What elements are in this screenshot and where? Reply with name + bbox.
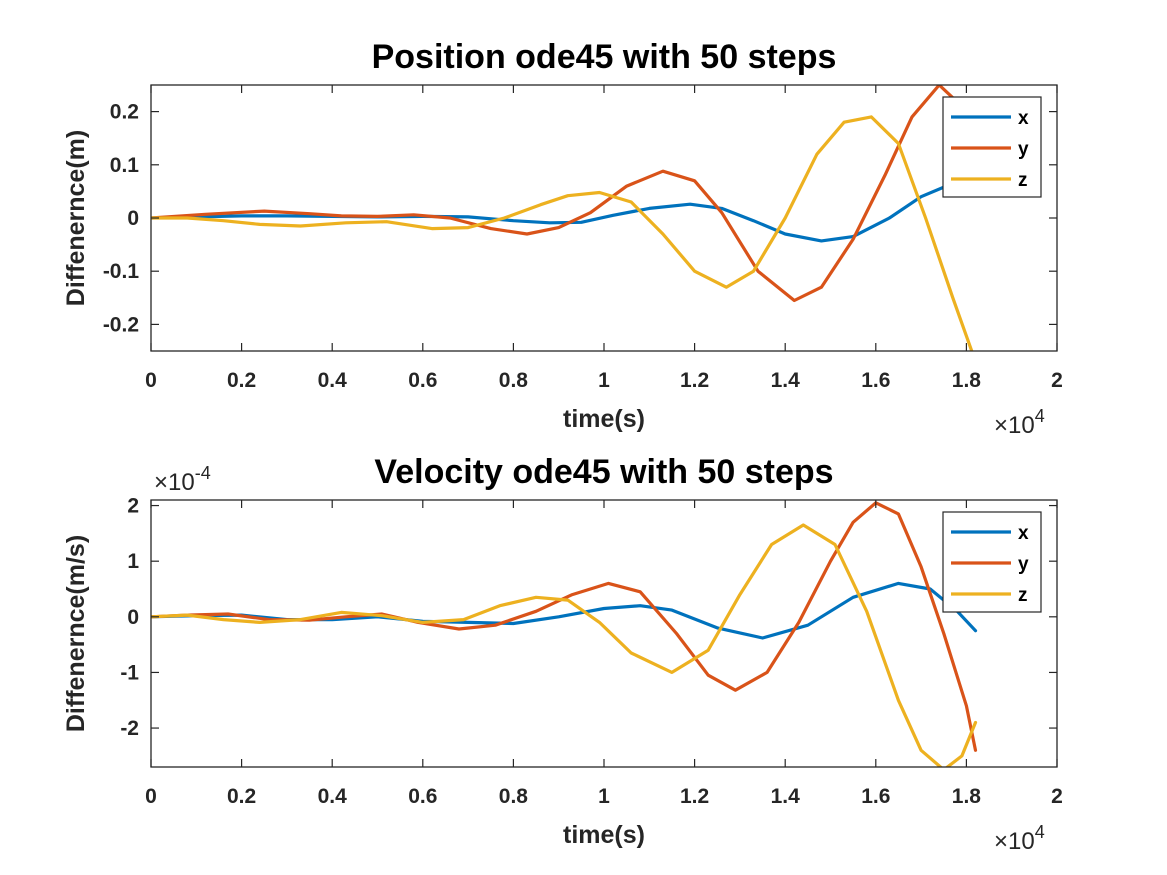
x-tick-label: 0.6	[408, 369, 437, 392]
series-line-x	[151, 581, 978, 640]
x-tick-label: 1	[598, 785, 610, 808]
x-tick-label: 0.8	[499, 785, 529, 808]
axes-box	[150, 499, 1058, 768]
series-line-y	[151, 501, 978, 752]
legend: xyz	[942, 511, 1042, 613]
y-tick-label: 0	[127, 606, 139, 629]
x-tick-label: 1.4	[771, 785, 801, 808]
y-tick-label: 2	[127, 495, 139, 518]
x-tick-label: 1.4	[771, 369, 801, 392]
legend-label-z: z	[1018, 585, 1028, 606]
x-tick-label: 1	[598, 369, 610, 392]
chart-panel-2: 0 0.2 0.4 0.6 0.8 1 1.2 1.4 1.6 1.8 2 -2 -1 0 1 2 Veloci…	[62, 453, 1063, 855]
y-axis-label: Diffenernce(m/s)	[62, 535, 90, 732]
y-tick-label: 1	[127, 550, 139, 573]
x-tick-label: 0.6	[408, 785, 437, 808]
x-tick-label: 0	[145, 369, 157, 392]
x-tick-label: 0.4	[318, 785, 348, 808]
y-axis-multiplier: ×10-4	[154, 463, 211, 496]
series-line-x	[151, 173, 978, 243]
series-line-z	[151, 523, 978, 767]
x-tick-label: 1.6	[861, 785, 890, 808]
x-tick-label: 0.4	[318, 369, 348, 392]
y-axis-label: Diffenernce(m)	[62, 130, 90, 306]
legend-label-y: y	[1018, 554, 1029, 575]
x-axis-multiplier: ×104	[994, 822, 1045, 855]
x-tick-label: 0	[145, 785, 157, 808]
x-tick-label: 1.2	[680, 785, 709, 808]
chart-panel-1: 0 0.2 0.4 0.6 0.8 1 1.2 1.4 1.6 1.8 2 -0.2 -0.1 0 0.1 0…	[62, 38, 1063, 439]
x-tick-label: 1.6	[861, 369, 890, 392]
x-tick-label: 1.8	[952, 785, 982, 808]
legend: xyz	[942, 96, 1042, 198]
y-tick-label: -0.1	[103, 260, 140, 283]
x-tick-label: 2	[1051, 785, 1063, 808]
legend-label-z: z	[1018, 170, 1028, 191]
series-group	[151, 85, 982, 351]
x-axis-label: time(s)	[563, 821, 645, 849]
y-tick-label: -2	[120, 717, 139, 740]
x-axis-multiplier: ×104	[994, 406, 1045, 439]
x-tick-label: 0.8	[499, 369, 529, 392]
y-tick-label: 0.2	[110, 101, 139, 124]
legend-label-x: x	[1018, 523, 1029, 544]
x-tick-label: 0.2	[227, 369, 256, 392]
x-tick-label: 1.2	[680, 369, 709, 392]
x-tick-label: 1.8	[952, 369, 982, 392]
series-line-z	[151, 115, 974, 351]
series-group	[151, 501, 978, 767]
y-tick-label: -1	[120, 661, 139, 684]
y-tick-label: 0.1	[110, 154, 140, 177]
chart-title: Position ode45 with 50 steps	[372, 38, 837, 76]
x-axis-label: time(s)	[563, 405, 645, 433]
series-line-y	[151, 85, 982, 303]
x-tick-label: 2	[1051, 369, 1063, 392]
x-tick-label: 0.2	[227, 785, 256, 808]
legend-label-x: x	[1018, 108, 1029, 129]
chart-title: Velocity ode45 with 50 steps	[374, 453, 833, 491]
y-tick-label: -0.2	[103, 313, 139, 336]
legend-label-y: y	[1018, 139, 1029, 160]
y-tick-label: 0	[127, 207, 139, 230]
